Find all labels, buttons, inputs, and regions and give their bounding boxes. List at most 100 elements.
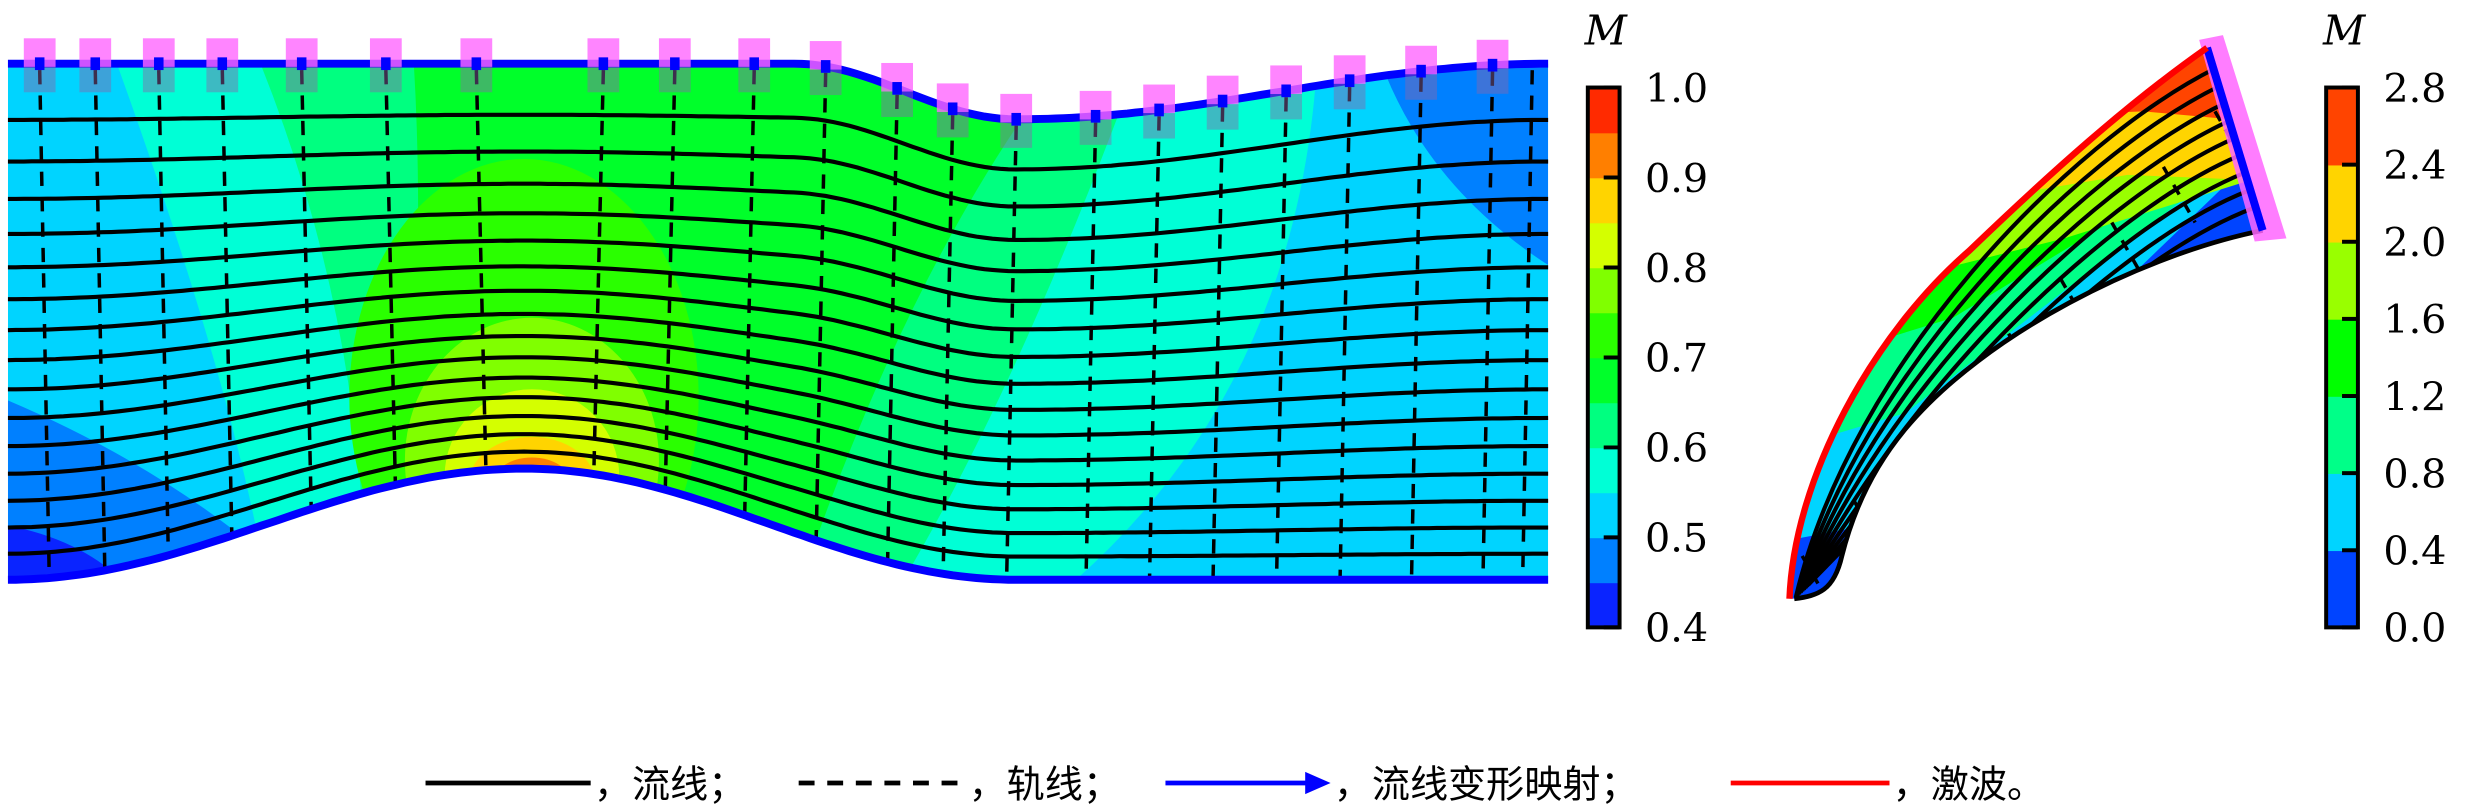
streamline [1801, 153, 2240, 591]
mapping-marker-shadow [936, 111, 969, 138]
colorbar-tick-label: 0.7 [1645, 336, 1708, 382]
trajectory-line [2161, 166, 2197, 224]
trajectory-line [2058, 277, 2094, 335]
colorbar-tick-label: 1.0 [1645, 66, 1708, 112]
mapping-marker-point [1154, 103, 1164, 117]
trajectory-line [1409, 77, 1423, 577]
colorbar-band [2326, 473, 2358, 552]
colorbar-band [2326, 241, 2358, 320]
legend-streamline-label: ，流线； [594, 762, 746, 806]
contour-band [1381, 63, 1549, 271]
streamline [1793, 66, 2216, 598]
streamline [7, 311, 1549, 386]
mapping-marker-shadow [285, 66, 318, 93]
contour-band [7, 524, 143, 580]
streamline [7, 149, 1549, 209]
colorbar-band [1587, 447, 1620, 494]
mapping-marker-shadow [658, 66, 691, 93]
mapping-marker-point [749, 57, 759, 71]
mapping-marker-point [90, 57, 101, 71]
mapping-marker-shadow [881, 91, 913, 117]
mapping-marker-point [1217, 94, 1228, 108]
colorbar-band [2326, 396, 2358, 474]
colorbar-frame [2324, 85, 2360, 630]
colorbar-tick-label: 0.4 [1645, 606, 1708, 652]
streamline [7, 355, 1549, 438]
trajectory-line [1800, 555, 1836, 599]
mapping-marker-shadow [23, 66, 56, 93]
colorbar-right: M 0.0 0.4 0.8 1.2 1.6 2.0 2.4 2.8 [2322, 7, 2446, 652]
streamline [7, 238, 1549, 303]
streamline-mapping-outlet [2203, 46, 2267, 232]
trajectory-line [2007, 332, 2042, 391]
trajectory-line [220, 70, 234, 536]
colorbar-band [1587, 222, 1620, 269]
trajectory-line [2213, 110, 2249, 168]
colorbar-band [1587, 582, 1620, 629]
trajectory-line [1147, 116, 1161, 577]
colorbar-band [1587, 87, 1620, 134]
trajectory-line [814, 72, 828, 541]
mapping-marker-shadow [1270, 94, 1303, 120]
mapping-marker-point [1344, 74, 1355, 88]
legend: ，流线； ，轨线； ，流线变形映射； ，激波。 [425, 762, 2045, 806]
colorbar-tick-label: 0.4 [2383, 529, 2446, 575]
colorbar-band [1587, 537, 1620, 584]
colorbar-band [2326, 318, 2358, 397]
streamline [7, 288, 1549, 360]
mapping-marker-shadow [1143, 113, 1175, 139]
mapping-marker-point [217, 57, 228, 71]
streamline [7, 395, 1549, 488]
streamline [1797, 101, 2226, 595]
colorbar-band [1587, 357, 1620, 404]
legend-shock-label: ，激波。 [1893, 762, 2045, 806]
trajectory-line [157, 70, 171, 555]
colorbar-left: M 0.4 0.5 0.6 0.7 0.8 0.9 1.0 [1584, 7, 1708, 652]
mapping-marker-point [1487, 58, 1498, 72]
colorbar-tick-label: 0.8 [2383, 451, 2446, 497]
trajectory-line [592, 70, 606, 473]
colorbar-band [1587, 402, 1620, 449]
colorbar-right-label: M [2322, 7, 2367, 55]
right-contour-plot [1786, 35, 2287, 602]
streamline [7, 413, 1549, 512]
streamline [7, 449, 1549, 559]
trajectory-line [1955, 388, 1991, 446]
shock-line [1786, 45, 2209, 599]
streamline [7, 432, 1549, 536]
trajectory-line [384, 70, 398, 484]
colorbar-band [2326, 550, 2358, 629]
mapping-marker-shadow [142, 66, 175, 93]
colorbar-tick-label: 0.8 [1645, 246, 1708, 292]
colorbar-tick-label: 2.4 [2383, 143, 2446, 189]
nozzle-wall [1793, 228, 2264, 602]
streamline [7, 333, 1549, 412]
mapping-marker-shadow [460, 66, 493, 93]
colorbar-tick-label: 2.0 [2383, 220, 2446, 266]
mach-contour-fill [7, 63, 1549, 580]
legend-trajectory-label: ，轨线； [969, 762, 1121, 806]
mapping-marker-shadow [1476, 68, 1509, 94]
trajectory-line [37, 70, 51, 576]
mapping-marker-point [1281, 84, 1291, 98]
trajectory-line [474, 70, 488, 468]
streamline [1795, 84, 2221, 597]
mapping-marker-point [471, 57, 482, 71]
mapping-marker-point [154, 57, 164, 71]
mapping-marker-point [1090, 109, 1101, 123]
mapping-marker-shadow [206, 66, 239, 93]
mapping-marker-shadow [1405, 74, 1437, 100]
mapping-marker-shadow [369, 66, 402, 93]
colorbar-left-label: M [1584, 7, 1629, 55]
mapping-marker-shadow [809, 69, 842, 96]
mapping-marker-shadow [738, 66, 771, 93]
mapping-marker-shadow [587, 66, 620, 93]
streamline [7, 375, 1549, 463]
trajectory-line [1274, 97, 1288, 577]
trajectory-line [663, 70, 677, 490]
mapping-marker-shadow [1206, 104, 1239, 130]
mapping-marker-point [670, 57, 680, 71]
streamline [1800, 136, 2235, 592]
trajectory-line [299, 70, 313, 510]
